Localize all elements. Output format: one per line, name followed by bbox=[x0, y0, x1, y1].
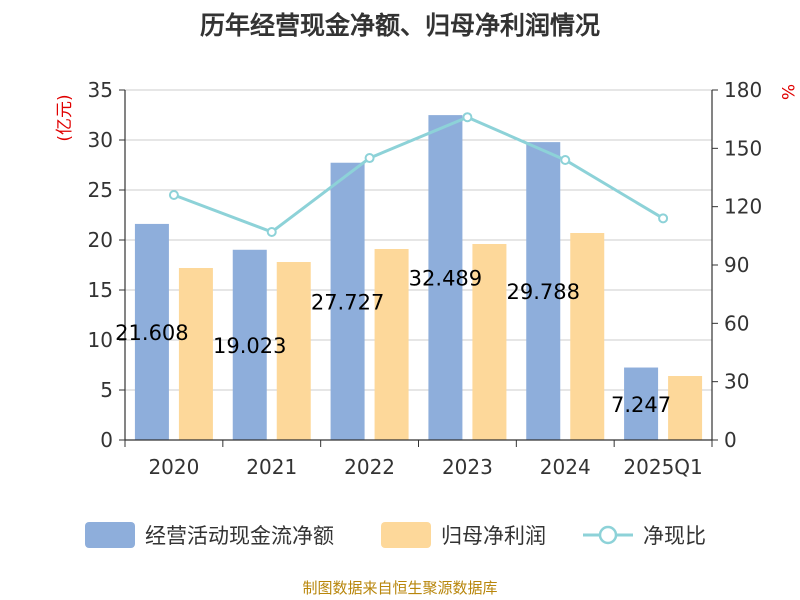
bar-cashflow bbox=[526, 142, 561, 440]
bar-cashflow bbox=[134, 223, 169, 440]
x-tick-label: 2020 bbox=[148, 455, 199, 479]
bar-net-profit bbox=[178, 268, 213, 440]
left-tick-label: 5 bbox=[100, 378, 113, 402]
legend-label-net-profit: 归母净利润 bbox=[441, 524, 546, 548]
ratio-point bbox=[364, 153, 375, 164]
legend-label-ratio: 净现比 bbox=[643, 524, 706, 548]
right-tick-label: 150 bbox=[724, 136, 762, 160]
bar-cashflow bbox=[330, 162, 365, 441]
bar-value-label: 7.247 bbox=[611, 393, 671, 417]
ratio-point bbox=[462, 112, 473, 123]
left-tick-label: 0 bbox=[100, 428, 113, 452]
bar-net-profit bbox=[570, 233, 605, 440]
bar-net-profit bbox=[472, 244, 507, 440]
bar-net-profit bbox=[374, 249, 409, 440]
left-tick-label: 25 bbox=[88, 178, 113, 202]
ratio-point bbox=[168, 190, 179, 200]
x-tick-label: 2022 bbox=[344, 455, 395, 479]
left-tick-label: 30 bbox=[88, 128, 113, 152]
bar-cashflow bbox=[232, 249, 267, 440]
bar-cashflow bbox=[624, 367, 659, 440]
legend: 经营活动现金流净额 归母净利润 净现比 bbox=[85, 522, 706, 548]
bar-value-label: 29.788 bbox=[507, 280, 580, 304]
bar-net-profit bbox=[668, 376, 703, 440]
bar-net-profit bbox=[276, 262, 311, 440]
legend-swatch-cashflow bbox=[85, 522, 135, 548]
bar-value-label: 21.608 bbox=[115, 321, 188, 345]
right-tick-label: 0 bbox=[724, 428, 737, 452]
right-tick-label: 30 bbox=[724, 370, 749, 394]
ratio-point bbox=[266, 226, 277, 237]
x-tick-label: 2023 bbox=[442, 455, 493, 479]
chart-title: 历年经营现金净额、归母净利润情况 bbox=[200, 11, 600, 40]
legend-swatch-net-profit bbox=[381, 522, 431, 548]
ratio-line bbox=[173, 115, 664, 234]
bar-labels: 21.608 19.023 27.727 32.489 29.788 7.247 bbox=[115, 267, 671, 417]
right-axis-unit: % bbox=[777, 84, 797, 100]
left-tick-label: 15 bbox=[88, 278, 113, 302]
bar-value-label: 19.023 bbox=[213, 334, 286, 358]
ratio-point bbox=[560, 155, 571, 165]
left-tick-label: 10 bbox=[88, 328, 113, 352]
axes: 0 5 10 15 20 25 30 35 0 30 60 90 120 150 180 2020 2021 20… bbox=[88, 78, 763, 479]
left-tick-label: 35 bbox=[88, 78, 113, 102]
x-tick-label: 2025Q1 bbox=[623, 455, 702, 479]
x-tick-label: 2024 bbox=[540, 455, 591, 479]
left-axis-unit: (亿元) bbox=[55, 94, 75, 141]
ratio-point bbox=[658, 213, 669, 224]
right-tick-label: 60 bbox=[724, 311, 749, 335]
right-tick-label: 180 bbox=[724, 78, 762, 102]
right-tick-label: 90 bbox=[724, 253, 749, 277]
bar-value-label: 27.727 bbox=[311, 290, 384, 314]
x-tick-label: 2021 bbox=[246, 455, 297, 479]
bar-value-label: 32.489 bbox=[409, 267, 482, 291]
legend-marker-ratio bbox=[598, 525, 618, 545]
gridlines bbox=[125, 89, 712, 391]
bars bbox=[134, 115, 703, 441]
right-tick-label: 120 bbox=[724, 195, 762, 219]
left-tick-label: 20 bbox=[88, 228, 113, 252]
source-note: 制图数据来自恒生聚源数据库 bbox=[302, 579, 497, 597]
bar-cashflow bbox=[428, 115, 463, 441]
line-series bbox=[168, 112, 669, 237]
legend-label-cashflow: 经营活动现金流净额 bbox=[145, 524, 334, 548]
